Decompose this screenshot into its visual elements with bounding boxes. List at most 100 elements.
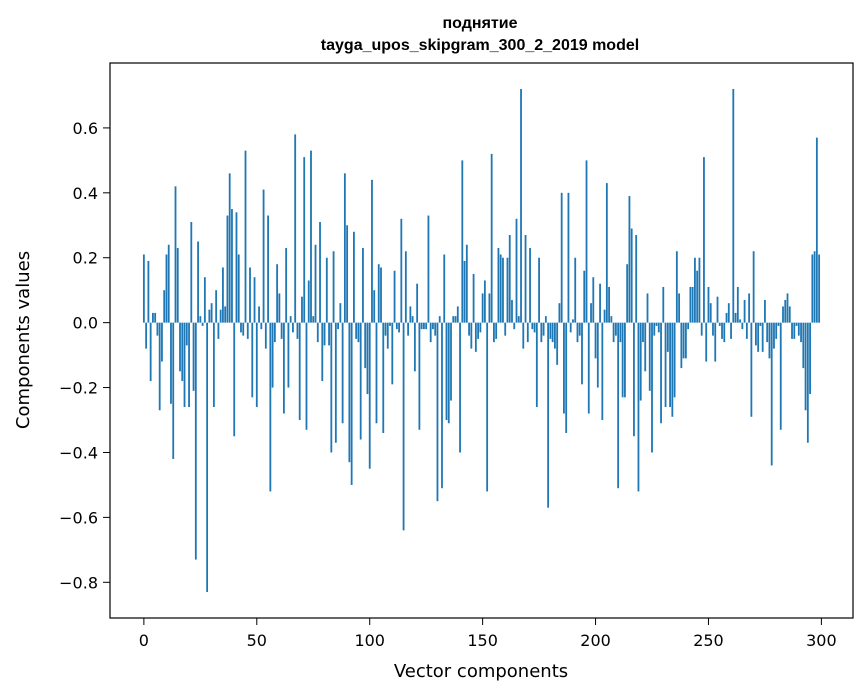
bar: [156, 322, 159, 336]
bar: [646, 293, 649, 323]
bar: [666, 322, 669, 352]
bar: [463, 260, 466, 323]
bar: [511, 299, 513, 323]
bar: [694, 257, 696, 323]
x-tick-label: 300: [806, 631, 837, 650]
bar: [754, 322, 757, 346]
bar: [447, 322, 450, 424]
bar: [551, 322, 554, 343]
bar: [727, 303, 730, 323]
bar: [359, 322, 362, 440]
bar: [635, 235, 638, 323]
bar: [303, 157, 306, 323]
bar: [648, 322, 651, 391]
bar: [246, 322, 249, 339]
bar: [199, 316, 202, 323]
bar: [454, 316, 457, 323]
bar: [576, 322, 579, 343]
bar: [289, 316, 292, 323]
y-tick-label: 0.4: [73, 184, 98, 203]
bar: [630, 228, 633, 323]
bar: [330, 322, 333, 453]
y-axis-ticks: −0.8 −0.6 −0.4 −0.2 0.0 0.2 0.4 0.6: [59, 119, 110, 592]
bar: [567, 192, 570, 323]
bar: [705, 322, 708, 362]
bar: [628, 196, 631, 323]
bar: [350, 322, 353, 485]
bar: [488, 293, 491, 323]
bar: [745, 322, 748, 339]
bar: [617, 322, 620, 489]
bar: [752, 251, 755, 323]
bar: [775, 322, 778, 339]
bar: [675, 251, 678, 323]
bar: [262, 189, 265, 323]
x-tick-label: 100: [354, 631, 385, 650]
bar: [759, 322, 762, 326]
bar: [353, 231, 355, 323]
y-tick-label: −0.4: [59, 443, 98, 462]
bar: [165, 254, 168, 323]
bar: [427, 215, 430, 323]
bar: [258, 306, 260, 323]
x-tick-label: 50: [247, 631, 267, 650]
bar: [619, 322, 622, 343]
bar: [183, 322, 186, 408]
bar: [267, 215, 269, 323]
bar: [386, 322, 389, 349]
bar: [224, 306, 227, 323]
bar: [741, 322, 744, 330]
bar: [208, 309, 211, 323]
bar: [581, 322, 583, 385]
y-tick-label: 0.6: [73, 119, 98, 138]
bar: [730, 322, 732, 339]
bar: [147, 260, 150, 323]
bar: [276, 264, 279, 323]
bar: [815, 137, 818, 323]
bar: [596, 322, 599, 388]
bar: [411, 316, 414, 323]
bar: [452, 316, 455, 323]
bar: [626, 264, 629, 323]
bar: [621, 322, 624, 398]
bar: [526, 322, 529, 343]
bar: [237, 254, 240, 323]
bar: [786, 293, 789, 323]
bar: [377, 264, 380, 323]
plot-frame: [109, 62, 854, 619]
bar: [723, 322, 726, 343]
bar: [215, 290, 218, 323]
bar: [362, 248, 364, 323]
bar: [547, 322, 550, 508]
y-axis-label: Components values: [13, 251, 34, 429]
bar: [678, 293, 681, 323]
bar: [642, 322, 644, 343]
bar: [517, 316, 520, 323]
bar: [538, 257, 540, 323]
bar: [766, 322, 769, 343]
bar: [811, 254, 814, 323]
x-tick-label: 0: [139, 631, 149, 650]
bar: [502, 257, 504, 323]
bar: [651, 322, 653, 453]
bar: [806, 322, 809, 443]
bar: [402, 322, 405, 531]
bar: [436, 322, 439, 502]
bar: [714, 322, 717, 362]
bar: [716, 296, 719, 323]
bar: [423, 322, 425, 330]
bar: [734, 312, 737, 323]
bar: [364, 322, 367, 369]
bar: [764, 299, 766, 323]
bar: [603, 309, 606, 323]
bar: [813, 251, 816, 323]
bar: [468, 322, 470, 336]
bar: [251, 322, 254, 398]
bar: [443, 254, 446, 323]
bar: [610, 316, 613, 323]
bar: [601, 322, 604, 421]
bar: [703, 157, 705, 323]
bar: [278, 293, 281, 323]
bar: [271, 322, 274, 388]
bar: [472, 273, 475, 323]
